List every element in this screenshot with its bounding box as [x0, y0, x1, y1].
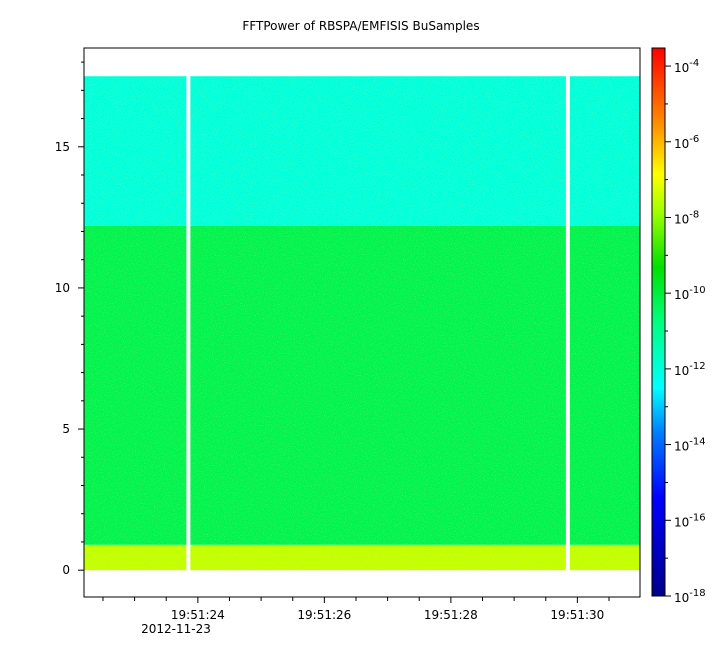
x-tick-label: 19:51:26	[297, 608, 351, 622]
colorbar-tick-label: 10-14	[674, 437, 706, 454]
chart-title: FFTPower of RBSPA/EMFISIS BuSamples	[242, 19, 479, 33]
y-tick-label: 5	[62, 422, 70, 436]
colorbar	[651, 47, 666, 597]
y-tick-label: 0	[62, 563, 70, 577]
colorbar-tick-label: 10-4	[674, 58, 699, 75]
spectrogram-band-texture-0	[84, 544, 640, 571]
data-gap-1	[565, 76, 570, 571]
colorbar-tick-label: 10-6	[674, 134, 699, 151]
y-tick-label: 10	[55, 281, 70, 295]
y-tick-label: 15	[55, 140, 70, 154]
plot-frame	[83, 47, 641, 598]
colorbar-tick-label: 10-18	[674, 588, 706, 605]
colorbar-tick-label: 10-16	[674, 512, 706, 529]
x-axis-date-label: 2012-11-23	[141, 622, 211, 636]
plot-area	[84, 76, 640, 571]
x-tick-label: 19:51:24	[171, 608, 225, 622]
colorbar-axis: 10-4 10-6 10-8 10-10 10-12 10-14 10-16 10-18	[665, 58, 706, 605]
colorbar-tick-label: 10-8	[674, 209, 699, 226]
spectrogram-band-texture-2	[84, 76, 640, 226]
x-axis: 19:51:24 19:51:26 19:51:28 19:51:30	[102, 597, 610, 622]
x-tick-label: 19:51:28	[424, 608, 478, 622]
y-axis: 0 5 10 15	[55, 61, 84, 577]
spectrogram-band-texture-1	[84, 225, 640, 545]
colorbar-tick-label: 10-12	[674, 361, 706, 378]
data-gap-0	[186, 76, 191, 571]
x-tick-label: 19:51:30	[550, 608, 604, 622]
colorbar-tick-label: 10-10	[674, 285, 706, 302]
